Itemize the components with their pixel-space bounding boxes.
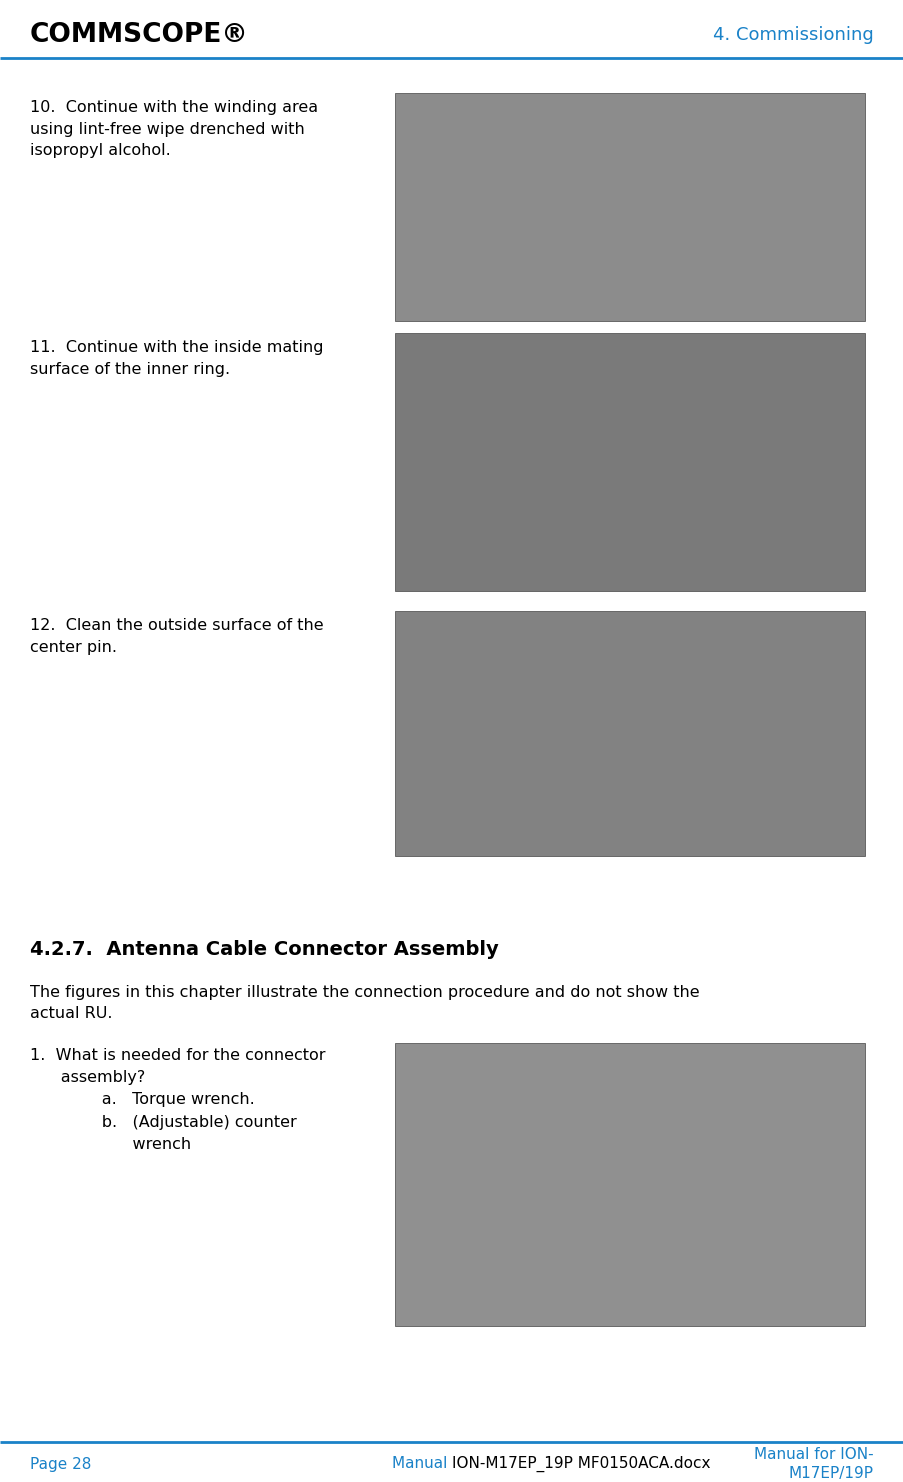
Text: Manual: Manual <box>391 1457 452 1472</box>
Text: 1.  What is needed for the connector
      assembly?
              a.   Torque w: 1. What is needed for the connector asse… <box>30 1048 325 1152</box>
FancyBboxPatch shape <box>395 1043 864 1326</box>
Text: COMMSCOPE®: COMMSCOPE® <box>30 22 248 47</box>
FancyBboxPatch shape <box>395 93 864 322</box>
Text: 12.  Clean the outside surface of the
center pin.: 12. Clean the outside surface of the cen… <box>30 618 323 655</box>
Text: The figures in this chapter illustrate the connection procedure and do not show : The figures in this chapter illustrate t… <box>30 986 699 1021</box>
Text: Page 28: Page 28 <box>30 1457 91 1472</box>
Text: 11.  Continue with the inside mating
surface of the inner ring.: 11. Continue with the inside mating surf… <box>30 339 323 376</box>
Text: 10.  Continue with the winding area
using lint-free wipe drenched with
isopropyl: 10. Continue with the winding area using… <box>30 99 318 159</box>
Text: Manual for ION-
M17EP/19P: Manual for ION- M17EP/19P <box>753 1448 873 1481</box>
Text: 4.2.7.  Antenna Cable Connector Assembly: 4.2.7. Antenna Cable Connector Assembly <box>30 940 498 959</box>
FancyBboxPatch shape <box>395 333 864 591</box>
FancyBboxPatch shape <box>395 611 864 857</box>
Text: 4. Commissioning: 4. Commissioning <box>712 27 873 44</box>
Text: ION-M17EP_19P MF0150ACA.docx: ION-M17EP_19P MF0150ACA.docx <box>452 1455 710 1472</box>
